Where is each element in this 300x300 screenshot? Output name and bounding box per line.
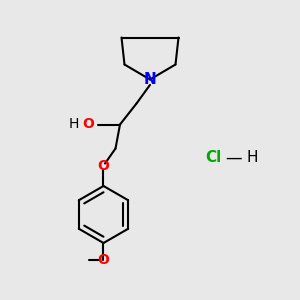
Text: O: O: [98, 160, 110, 173]
Text: H: H: [68, 118, 79, 131]
Text: O: O: [98, 253, 110, 266]
Text: O: O: [82, 118, 94, 131]
Text: —: —: [226, 148, 242, 166]
Text: N: N: [144, 72, 156, 87]
Text: Cl: Cl: [205, 150, 221, 165]
Text: H: H: [246, 150, 258, 165]
